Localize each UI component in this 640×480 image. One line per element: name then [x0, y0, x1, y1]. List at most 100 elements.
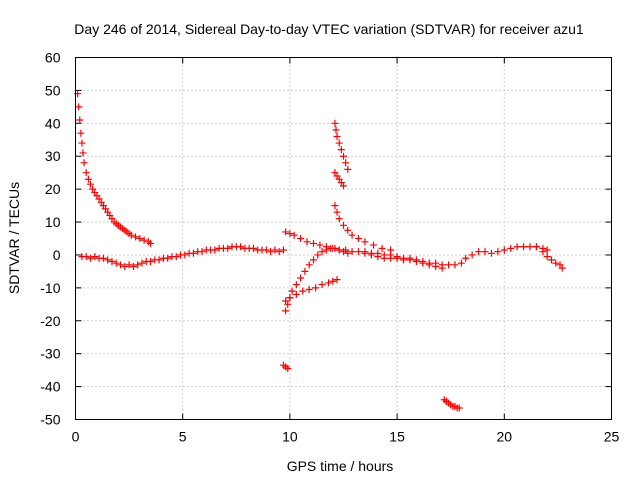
data-point [348, 248, 356, 256]
series-evening-band [361, 243, 551, 269]
data-point [374, 253, 382, 261]
y-tick-label: 60 [45, 50, 61, 66]
data-point [445, 261, 453, 269]
data-point [140, 236, 148, 244]
data-point [275, 248, 283, 256]
y-tick-label: -50 [40, 412, 60, 428]
data-point [494, 248, 502, 256]
data-point [80, 159, 88, 167]
series-high-12h [331, 119, 352, 173]
data-point [132, 233, 140, 241]
data-point [299, 287, 307, 295]
data-point [340, 221, 347, 229]
data-point [322, 246, 330, 254]
data-point [297, 235, 305, 242]
data-point [125, 261, 133, 269]
data-point [340, 248, 347, 256]
data-point [487, 249, 495, 257]
grid [75, 57, 612, 420]
series-lower-10h [282, 276, 341, 305]
data-point [539, 248, 547, 256]
data-point [526, 243, 534, 251]
data-point [355, 248, 363, 256]
data-point [282, 228, 290, 236]
y-tick-label: -40 [40, 379, 60, 395]
data-point [355, 235, 363, 242]
data-point [370, 241, 378, 249]
data-point [468, 251, 476, 259]
data-point [342, 159, 350, 167]
chart-title: Day 246 of 2014, Sidereal Day-to-day VTE… [74, 21, 584, 37]
data-point [344, 226, 352, 234]
y-tick-label: 40 [45, 115, 61, 131]
x-tick-label: 10 [282, 429, 298, 445]
data-point [309, 256, 317, 264]
data-point [475, 248, 483, 256]
data-point [284, 364, 292, 372]
data-point [552, 259, 560, 267]
data-point [288, 287, 296, 295]
series-decay-arc [74, 90, 155, 247]
data-point [507, 244, 515, 252]
y-tick-label: 20 [45, 181, 61, 197]
data-point [301, 267, 309, 275]
data-point [84, 175, 92, 183]
series-near-zero-morning [78, 243, 287, 270]
data-point [344, 249, 352, 257]
data-point [481, 248, 489, 256]
x-tick-label: 0 [72, 429, 80, 445]
series-post-10h-band [282, 228, 446, 272]
x-tick-label: 25 [604, 429, 620, 445]
data-point [155, 256, 163, 264]
data-point [314, 251, 322, 259]
data-point [305, 286, 313, 294]
plot-frame [75, 57, 612, 420]
data-point [121, 262, 129, 270]
data-point [134, 261, 142, 269]
data-point [451, 261, 459, 269]
series-falling-12h [331, 202, 395, 254]
data-point [558, 264, 566, 272]
data-point [344, 165, 352, 173]
data-point [332, 126, 340, 134]
y-tick-label: 30 [45, 148, 61, 164]
data-point [75, 103, 83, 111]
data-point [329, 277, 337, 285]
data-point [400, 256, 408, 264]
data-point [127, 231, 135, 239]
data-point [262, 246, 270, 254]
data-point [189, 249, 197, 257]
data-point [419, 259, 427, 267]
data-point [267, 248, 275, 256]
data-point [335, 246, 343, 254]
data-point [164, 254, 172, 262]
data-point [292, 281, 300, 289]
data-point [335, 139, 343, 147]
data-point [331, 119, 339, 127]
data-point [393, 254, 401, 262]
data-point [333, 132, 341, 140]
x-tick-label: 20 [497, 429, 513, 445]
data-point [438, 264, 446, 272]
series-outlier-9.8h [279, 361, 292, 372]
data-point [82, 169, 90, 177]
data-point [76, 116, 84, 124]
data-point [297, 274, 305, 282]
data-point [406, 256, 414, 264]
data-point [290, 231, 298, 239]
data-point [147, 258, 155, 266]
data-point [87, 254, 95, 262]
data-point [340, 152, 347, 160]
data-point [532, 243, 540, 251]
data-point [318, 281, 326, 289]
data-point [138, 259, 146, 267]
y-tick-label: -30 [40, 346, 60, 362]
data-point [292, 290, 300, 298]
y-axis-label: SDTVAR / TECUs [6, 182, 22, 294]
data-point [147, 239, 155, 247]
data-point [520, 243, 528, 251]
data-point [211, 246, 219, 254]
data-point [348, 231, 356, 239]
data-point [237, 243, 245, 251]
data-point [513, 243, 521, 251]
